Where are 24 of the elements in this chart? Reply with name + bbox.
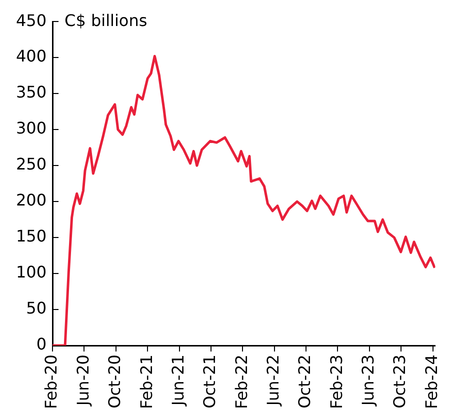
- y-tick-label: 0: [36, 334, 47, 354]
- x-tick-label: Feb-24: [422, 354, 441, 410]
- y-tick-label: 200: [16, 190, 47, 210]
- x-tick-label: Feb-22: [232, 354, 251, 410]
- x-tick-label: Jun-23: [358, 354, 378, 407]
- x-tick-label: Oct-21: [200, 354, 220, 408]
- y-tick-label: 50: [26, 298, 47, 318]
- y-tick-label: 150: [16, 226, 47, 246]
- y-tick-label: 400: [16, 46, 47, 66]
- x-tick-label: Oct-20: [105, 354, 124, 408]
- y-tick-label: 100: [16, 262, 47, 282]
- y-tick-label: 300: [16, 118, 47, 138]
- annotation: C$ billions: [64, 10, 148, 30]
- y-tick-label: 350: [16, 82, 47, 102]
- x-tick-label: Oct-22: [295, 354, 314, 408]
- x-tick-label: Feb-23: [326, 354, 346, 410]
- y-tick-label: 250: [16, 154, 47, 174]
- x-tick-label: Feb-21: [136, 354, 156, 410]
- x-tick-label: Feb-20: [42, 354, 61, 410]
- y-tick-label: 450: [16, 10, 47, 30]
- x-tick-label: Jun-20: [73, 354, 92, 407]
- x-tick-label: Jun-21: [168, 354, 188, 407]
- x-tick-label: Jun-22: [264, 354, 282, 407]
- x-tick-label: Oct-23: [390, 354, 410, 408]
